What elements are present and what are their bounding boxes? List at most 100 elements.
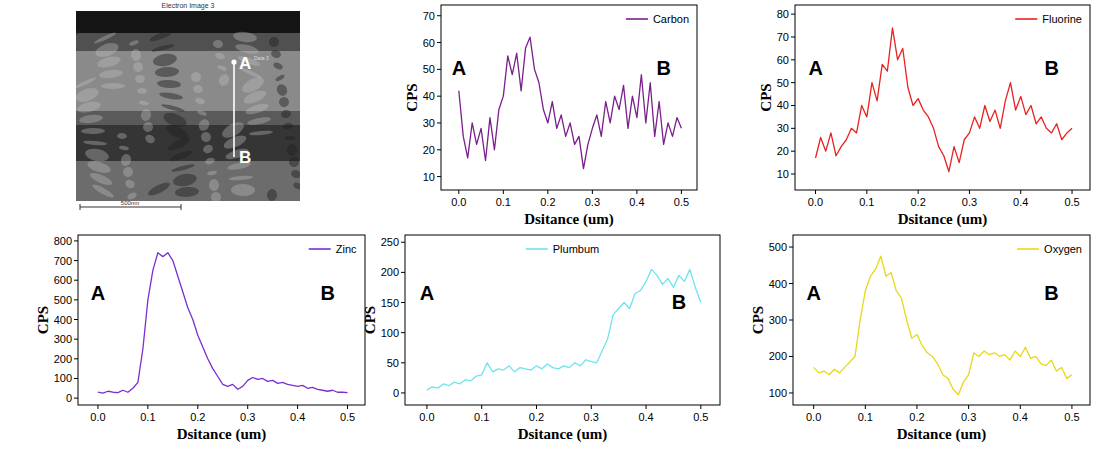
legend-label: Fluorine bbox=[1042, 13, 1082, 25]
x-tick-label: 0.3 bbox=[584, 411, 599, 423]
image-texture bbox=[171, 163, 195, 173]
x-tick bbox=[815, 190, 816, 194]
image-texture bbox=[212, 39, 223, 48]
y-tick-label: 100 bbox=[381, 327, 399, 339]
y-tick bbox=[437, 176, 441, 177]
image-texture bbox=[119, 145, 130, 151]
x-tick bbox=[866, 190, 867, 194]
x-tick bbox=[1071, 405, 1072, 409]
legend-label: Oxygen bbox=[1044, 243, 1082, 255]
annotation: A bbox=[91, 282, 105, 304]
legend-label: Plumbum bbox=[553, 243, 599, 255]
y-tick bbox=[791, 82, 795, 83]
image-texture bbox=[285, 136, 295, 140]
chart-panel: 0.00.10.20.30.40.5050100150200250CPSDsit… bbox=[362, 235, 720, 443]
legend-swatch bbox=[526, 248, 548, 250]
x-tick bbox=[297, 405, 298, 409]
image-texture bbox=[117, 133, 127, 140]
plot-frame bbox=[795, 5, 1090, 190]
y-tick-label: 70 bbox=[423, 10, 435, 22]
chart-panel: 0.00.10.20.30.40.510203040506070CPSDsita… bbox=[404, 5, 697, 228]
image-texture bbox=[202, 143, 214, 154]
image-texture bbox=[209, 179, 220, 192]
image-texture bbox=[214, 52, 225, 60]
x-tick bbox=[247, 405, 248, 409]
x-tick-label: 0.1 bbox=[496, 196, 511, 208]
x-tick-label: 0.0 bbox=[808, 196, 823, 208]
y-tick-label: 400 bbox=[54, 314, 72, 326]
image-texture bbox=[292, 181, 300, 191]
x-tick bbox=[969, 190, 970, 194]
y-tick-label: 40 bbox=[423, 90, 435, 102]
y-tick bbox=[789, 320, 793, 321]
image-texture bbox=[266, 189, 277, 201]
image-texture bbox=[280, 109, 291, 119]
image-texture bbox=[229, 175, 253, 181]
x-axis-title: Dsitance (um) bbox=[897, 426, 987, 443]
y-tick bbox=[789, 283, 793, 284]
legend-swatch bbox=[1015, 18, 1037, 20]
image-texture bbox=[81, 128, 105, 134]
image-texture bbox=[121, 165, 134, 178]
x-tick bbox=[592, 190, 593, 194]
y-tick bbox=[791, 128, 795, 129]
image-texture bbox=[99, 69, 124, 80]
y-tick-label: 250 bbox=[381, 236, 399, 248]
image-texture bbox=[93, 31, 116, 45]
x-tick bbox=[1072, 190, 1073, 194]
chart-panel: 0.00.10.20.30.40.51020304050607080CPSDsi… bbox=[758, 5, 1090, 228]
image-texture bbox=[220, 119, 247, 141]
image-texture bbox=[91, 183, 115, 200]
data-label: Data 3 bbox=[254, 55, 269, 61]
y-tick-label: 200 bbox=[769, 350, 787, 362]
line-scan bbox=[233, 62, 235, 157]
image-texture bbox=[144, 133, 157, 145]
y-tick-label: 50 bbox=[777, 77, 789, 89]
y-tick-label: 60 bbox=[423, 37, 435, 49]
y-axis-title: CPS bbox=[362, 306, 378, 334]
image-texture bbox=[290, 169, 300, 180]
x-tick-label: 0.1 bbox=[474, 411, 489, 423]
image-texture bbox=[288, 156, 300, 168]
image-texture bbox=[197, 117, 211, 132]
legend: Zinc bbox=[309, 243, 357, 255]
y-tick-label: 10 bbox=[777, 168, 789, 180]
legend: Carbon bbox=[626, 13, 689, 25]
x-tick-label: 0.4 bbox=[638, 411, 653, 423]
x-axis-title: Dsitance (um) bbox=[898, 211, 988, 228]
x-tick-label: 0.4 bbox=[290, 411, 305, 423]
image-texture bbox=[76, 29, 81, 37]
image-texture bbox=[161, 103, 185, 113]
image-texture bbox=[139, 100, 150, 106]
image-texture bbox=[149, 29, 174, 43]
image-texture bbox=[191, 72, 201, 82]
image-texture bbox=[84, 147, 110, 163]
image-texture bbox=[130, 48, 143, 62]
y-tick-label: 200 bbox=[54, 353, 72, 365]
y-tick bbox=[437, 42, 441, 43]
y-tick-label: 0 bbox=[66, 392, 72, 404]
point-label: B bbox=[239, 148, 251, 167]
x-tick-label: 0.5 bbox=[1064, 196, 1079, 208]
image-texture bbox=[146, 180, 171, 198]
scale-bar-end bbox=[80, 204, 81, 210]
image-texture bbox=[231, 184, 255, 196]
annotation: B bbox=[320, 282, 334, 304]
image-texture bbox=[151, 43, 175, 53]
x-tick-label: 0.0 bbox=[90, 411, 105, 423]
y-tick-label: 50 bbox=[423, 63, 435, 75]
x-axis-title: Dsitance (um) bbox=[524, 211, 614, 228]
y-tick bbox=[74, 398, 78, 399]
y-tick-label: 700 bbox=[54, 255, 72, 267]
y-tick bbox=[791, 14, 795, 15]
y-axis-title: CPS bbox=[750, 306, 766, 334]
x-tick bbox=[636, 190, 637, 194]
x-tick bbox=[918, 190, 919, 194]
x-tick-label: 0.5 bbox=[674, 196, 689, 208]
y-tick-label: 200 bbox=[381, 266, 399, 278]
image-texture bbox=[175, 186, 199, 197]
data-line bbox=[98, 253, 348, 394]
y-tick-label: 400 bbox=[769, 278, 787, 290]
y-tick-label: 500 bbox=[54, 294, 72, 306]
x-tick-label: 0.1 bbox=[859, 196, 874, 208]
